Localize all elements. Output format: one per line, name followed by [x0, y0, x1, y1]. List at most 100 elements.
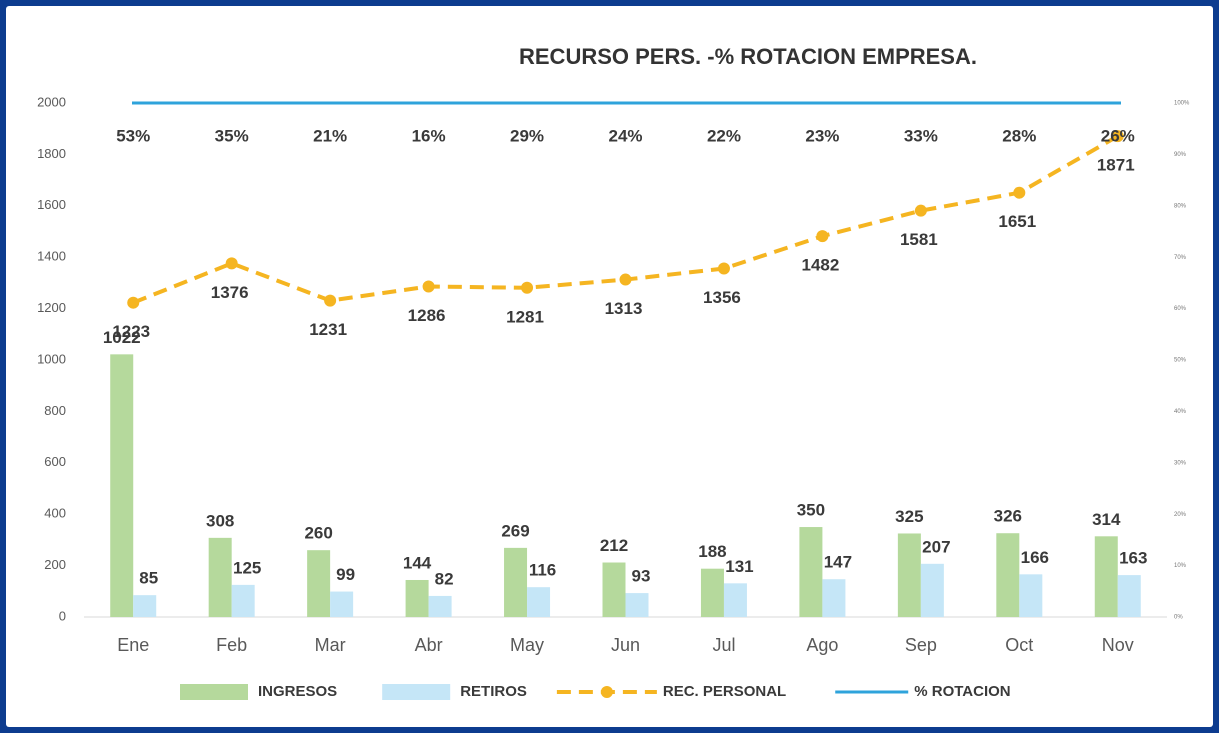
y-tick-label: 800	[44, 403, 66, 418]
bar	[110, 354, 134, 617]
y2-tick-label: 30%	[1174, 460, 1187, 466]
x-tick-label: Nov	[1102, 635, 1134, 655]
y2-tick-label: 60%	[1174, 306, 1187, 312]
line-marker	[1111, 130, 1124, 143]
bar	[822, 579, 846, 617]
bar	[723, 583, 747, 617]
bar	[504, 547, 528, 617]
x-tick-label: Ago	[806, 635, 838, 655]
y2-tick-label: 90%	[1174, 152, 1187, 158]
bar-value-label: 131	[725, 557, 753, 576]
legend-swatch	[180, 684, 248, 700]
bar	[625, 593, 649, 617]
x-tick-label: Sep	[905, 635, 937, 655]
y-tick-label: 1800	[37, 146, 66, 161]
bar-value-label: 314	[1092, 510, 1121, 529]
bar-value-label: 326	[994, 507, 1022, 526]
y2-tick-label: 80%	[1174, 203, 1187, 209]
bar	[602, 562, 626, 617]
line-value-label: 1651	[998, 212, 1036, 231]
x-tick-label: May	[510, 635, 544, 655]
bar	[527, 587, 551, 617]
bar-value-label: 308	[206, 511, 234, 530]
bar-value-label: 207	[922, 537, 950, 556]
y2-tick-label: 20%	[1174, 512, 1187, 518]
line-marker	[324, 294, 337, 307]
line-value-label: 1871	[1097, 156, 1135, 175]
line-marker	[717, 262, 730, 275]
line-marker	[127, 296, 140, 309]
y-tick-label: 400	[44, 506, 66, 521]
bar-value-label: 260	[304, 524, 332, 543]
bar-value-label: 350	[797, 501, 825, 520]
legend-swatch	[382, 684, 451, 700]
line-value-label: 1482	[801, 256, 839, 275]
x-tick-label: Mar	[315, 635, 346, 655]
bar	[133, 595, 157, 617]
x-tick-label: Jul	[712, 635, 735, 655]
line-marker	[521, 281, 534, 294]
rotation-label: 29%	[510, 126, 544, 145]
legend-label: RETIROS	[460, 683, 527, 700]
bar	[920, 563, 944, 617]
bar-value-label: 269	[501, 521, 529, 540]
line-marker	[225, 257, 238, 270]
bar	[231, 584, 255, 617]
y2-tick-label: 40%	[1174, 409, 1187, 415]
y2-tick-label: 50%	[1174, 358, 1187, 364]
line-marker	[619, 273, 632, 286]
line-marker	[816, 230, 829, 243]
line-value-label: 1281	[506, 307, 544, 326]
y-tick-label: 1200	[37, 300, 66, 315]
bar	[330, 591, 354, 617]
x-tick-label: Feb	[216, 635, 247, 655]
rotation-label: 16%	[412, 126, 446, 145]
bar-value-label: 212	[600, 536, 628, 555]
rotation-label: 24%	[608, 126, 642, 145]
y-tick-label: 0	[59, 608, 66, 623]
bar-value-label: 188	[698, 542, 726, 561]
bar	[996, 533, 1020, 617]
line-value-label: 1231	[309, 320, 347, 339]
y-tick-label: 600	[44, 454, 66, 469]
line-value-label: 1286	[408, 306, 446, 325]
bar-value-label: 166	[1021, 548, 1049, 567]
bar	[428, 595, 452, 617]
rotation-label: 53%	[116, 126, 150, 145]
legend-label: INGRESOS	[258, 683, 337, 700]
legend-marker	[600, 686, 613, 698]
bar-value-label: 93	[632, 567, 651, 586]
bar	[1019, 574, 1043, 617]
line-value-label: 1223	[112, 322, 150, 341]
bar-value-label: 1022	[103, 328, 141, 347]
line-value-label: 1313	[605, 299, 643, 318]
bar	[307, 550, 331, 617]
line-value-label: 1356	[703, 288, 741, 307]
bar-value-label: 85	[139, 569, 158, 588]
y2-tick-label: 0%	[1174, 615, 1183, 621]
y-tick-label: 200	[44, 557, 66, 572]
line-marker	[914, 204, 927, 217]
bar	[208, 537, 232, 617]
bar	[799, 527, 823, 617]
bar-value-label: 116	[529, 561, 556, 580]
line-marker	[422, 280, 435, 293]
y2-tick-label: 70%	[1174, 255, 1187, 261]
x-tick-label: Jun	[611, 635, 640, 655]
x-tick-label: Ene	[117, 635, 149, 655]
y-tick-label: 1000	[37, 351, 66, 366]
y-tick-label: 2000	[37, 94, 66, 109]
y-tick-label: 1600	[37, 197, 66, 212]
line-value-label: 1581	[900, 230, 938, 249]
line-value-label: 1376	[211, 283, 249, 302]
rotation-label: 22%	[707, 126, 741, 145]
rotation-label: 35%	[215, 126, 249, 145]
rotation-label: 23%	[805, 126, 839, 145]
rotation-label: 26%	[1101, 126, 1135, 145]
bar	[897, 533, 921, 617]
x-tick-label: Oct	[1005, 635, 1033, 655]
bar	[405, 579, 429, 617]
rotation-label: 21%	[313, 126, 347, 145]
rotation-label: 33%	[904, 126, 938, 145]
